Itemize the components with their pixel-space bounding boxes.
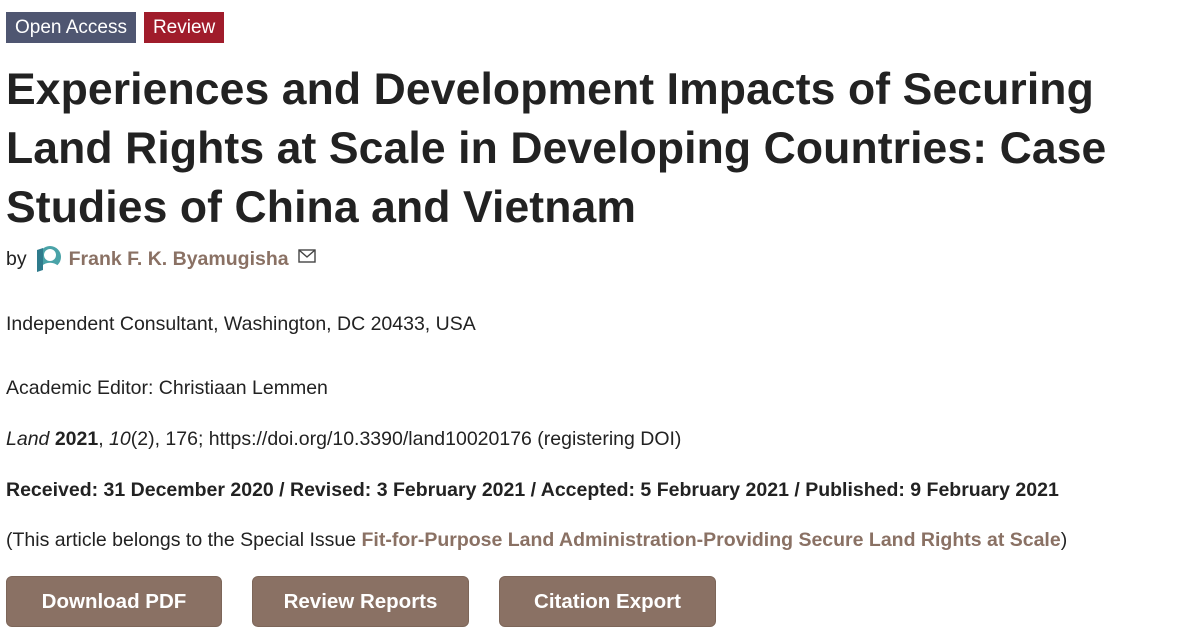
- special-issue-line: (This article belongs to the Special Iss…: [6, 529, 1067, 552]
- citation-year: 2021: [54, 428, 99, 450]
- author-name-link[interactable]: Frank F. K. Byamugisha: [68, 247, 289, 270]
- download-pdf-button[interactable]: Download PDF: [6, 576, 222, 627]
- citation-export-button[interactable]: Citation Export: [499, 576, 716, 627]
- article-title: Experiences and Development Impacts of S…: [6, 65, 1107, 232]
- badge-row: Open Access Review: [6, 12, 1196, 43]
- envelope-icon[interactable]: [297, 246, 316, 263]
- special-issue-prefix: (This article belongs to the Special Iss…: [6, 529, 362, 551]
- author-byline: by Frank F. K. Byamugisha: [6, 244, 316, 274]
- citation-line: Land 2021, 10(2), 176; https://doi.org/1…: [6, 428, 682, 450]
- citation-volume: 10: [109, 428, 131, 450]
- open-access-badge[interactable]: Open Access: [6, 12, 136, 43]
- citation-issue-pages: (2), 176; https://doi.org/10.3390/land10…: [130, 428, 682, 450]
- action-buttons: Download PDF Review Reports Citation Exp…: [6, 576, 716, 627]
- user-profile-icon[interactable]: [33, 244, 63, 274]
- review-reports-button[interactable]: Review Reports: [252, 576, 469, 627]
- academic-editor-text: Academic Editor: Christiaan Lemmen: [6, 377, 328, 399]
- review-badge[interactable]: Review: [143, 12, 225, 43]
- article-header: Open Access Review Experiences and Devel…: [6, 12, 1196, 237]
- affiliation-text: Independent Consultant, Washington, DC 2…: [6, 313, 476, 335]
- journal-name: Land: [6, 428, 50, 450]
- publication-dates: Received: 31 December 2020 / Revised: 3 …: [6, 479, 1059, 501]
- by-label: by: [6, 247, 27, 270]
- special-issue-link[interactable]: Fit-for-Purpose Land Administration-Prov…: [361, 529, 1061, 551]
- special-issue-suffix: ): [1060, 529, 1068, 551]
